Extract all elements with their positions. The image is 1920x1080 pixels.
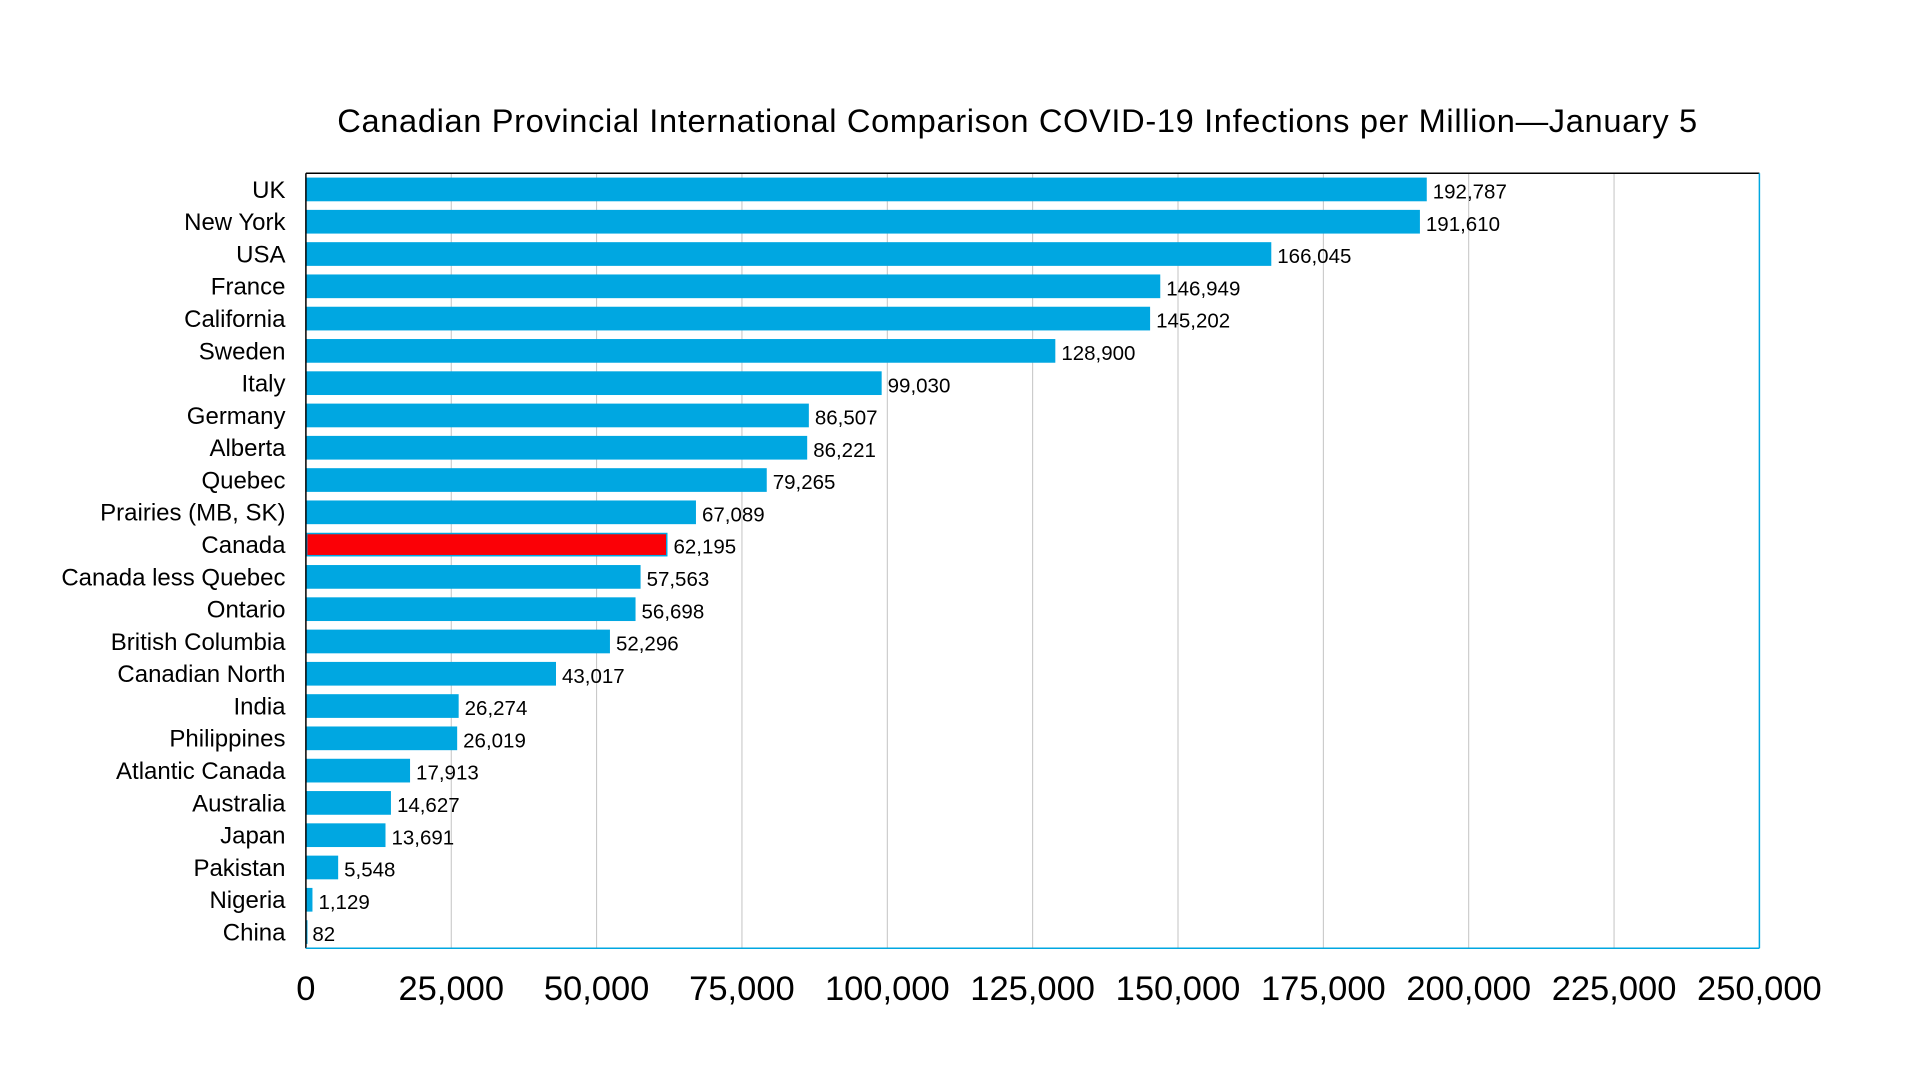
- svg-text:Italy: Italy: [241, 371, 285, 398]
- svg-text:82: 82: [312, 923, 335, 946]
- svg-text:79,265: 79,265: [773, 471, 836, 494]
- svg-text:67,089: 67,089: [702, 503, 765, 526]
- svg-text:Philippines: Philippines: [169, 726, 285, 753]
- svg-text:Alberta: Alberta: [209, 435, 286, 462]
- svg-text:1,129: 1,129: [318, 891, 369, 914]
- svg-text:Sweden: Sweden: [199, 338, 286, 365]
- svg-text:225,000: 225,000: [1552, 970, 1677, 1008]
- svg-text:50,000: 50,000: [544, 970, 650, 1008]
- svg-text:86,221: 86,221: [813, 439, 876, 462]
- svg-text:Canadian North: Canadian North: [117, 661, 285, 688]
- svg-text:166,045: 166,045: [1277, 245, 1351, 268]
- svg-text:Prairies (MB, SK): Prairies (MB, SK): [100, 500, 285, 527]
- svg-text:43,017: 43,017: [562, 665, 625, 688]
- svg-text:175,000: 175,000: [1261, 970, 1386, 1008]
- svg-text:Australia: Australia: [192, 790, 286, 817]
- svg-text:Quebec: Quebec: [201, 467, 285, 494]
- svg-text:USA: USA: [236, 241, 285, 268]
- svg-text:146,949: 146,949: [1166, 277, 1240, 300]
- svg-text:Nigeria: Nigeria: [209, 887, 286, 914]
- svg-text:Canada: Canada: [201, 532, 286, 559]
- svg-text:99,030: 99,030: [888, 374, 951, 397]
- svg-text:Atlantic Canada: Atlantic Canada: [116, 758, 286, 785]
- svg-text:192,787: 192,787: [1433, 181, 1507, 204]
- svg-text:25,000: 25,000: [398, 970, 504, 1008]
- svg-text:62,195: 62,195: [674, 536, 737, 559]
- svg-text:Ontario: Ontario: [207, 597, 286, 624]
- svg-text:India: India: [233, 693, 286, 720]
- svg-text:13,691: 13,691: [392, 826, 455, 849]
- svg-text:Germany: Germany: [187, 403, 286, 430]
- svg-text:California: California: [184, 306, 286, 333]
- svg-text:26,274: 26,274: [465, 697, 528, 720]
- svg-text:86,507: 86,507: [815, 407, 878, 430]
- svg-text:52,296: 52,296: [616, 633, 679, 656]
- svg-text:Pakistan: Pakistan: [193, 855, 285, 882]
- svg-text:Canadian Provincial Internatio: Canadian Provincial International Compar…: [337, 102, 1698, 139]
- svg-text:UK: UK: [252, 177, 285, 204]
- svg-text:China: China: [223, 919, 286, 946]
- svg-text:250,000: 250,000: [1697, 970, 1822, 1008]
- svg-text:145,202: 145,202: [1156, 310, 1230, 333]
- svg-text:200,000: 200,000: [1406, 970, 1531, 1008]
- svg-text:Canada less Quebec: Canada less Quebec: [61, 564, 285, 591]
- svg-text:128,900: 128,900: [1061, 342, 1135, 365]
- svg-text:191,610: 191,610: [1426, 213, 1500, 236]
- svg-text:France: France: [211, 274, 286, 301]
- svg-text:New York: New York: [184, 209, 286, 236]
- svg-text:British Columbia: British Columbia: [111, 629, 286, 656]
- svg-text:125,000: 125,000: [970, 970, 1095, 1008]
- svg-text:5,548: 5,548: [344, 859, 395, 882]
- svg-text:75,000: 75,000: [689, 970, 795, 1008]
- svg-text:150,000: 150,000: [1116, 970, 1241, 1008]
- svg-text:Japan: Japan: [220, 823, 285, 850]
- svg-text:14,627: 14,627: [397, 794, 460, 817]
- svg-text:57,563: 57,563: [647, 568, 710, 591]
- svg-text:26,019: 26,019: [463, 729, 526, 752]
- svg-text:100,000: 100,000: [825, 970, 950, 1008]
- svg-text:56,698: 56,698: [642, 600, 705, 623]
- svg-text:0: 0: [296, 970, 315, 1008]
- svg-text:17,913: 17,913: [416, 762, 479, 785]
